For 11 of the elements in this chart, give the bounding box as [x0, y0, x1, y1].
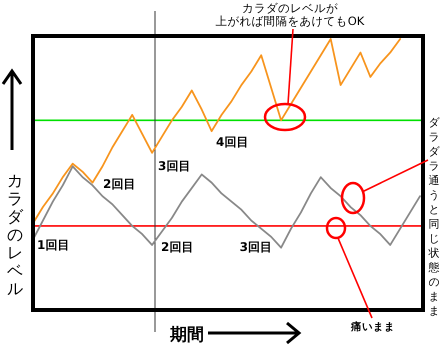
text: 痛いまま: [350, 320, 395, 333]
annotation: 4回目: [216, 135, 248, 149]
text: カラダのレベルが上がれば間隔をあけてもOK: [216, 1, 365, 28]
annotation: 3回目: [158, 159, 190, 173]
annotation: 2回目: [103, 177, 136, 191]
annotation: 3回目: [240, 240, 272, 254]
annotation: 1回目: [37, 238, 70, 252]
y-axis-title: カラダのレベル: [7, 171, 24, 298]
annotation: 2回目: [161, 240, 194, 254]
text: ダラダラ通うと同じ状態のまま: [428, 116, 440, 318]
x-axis-title: 期間: [169, 325, 204, 345]
